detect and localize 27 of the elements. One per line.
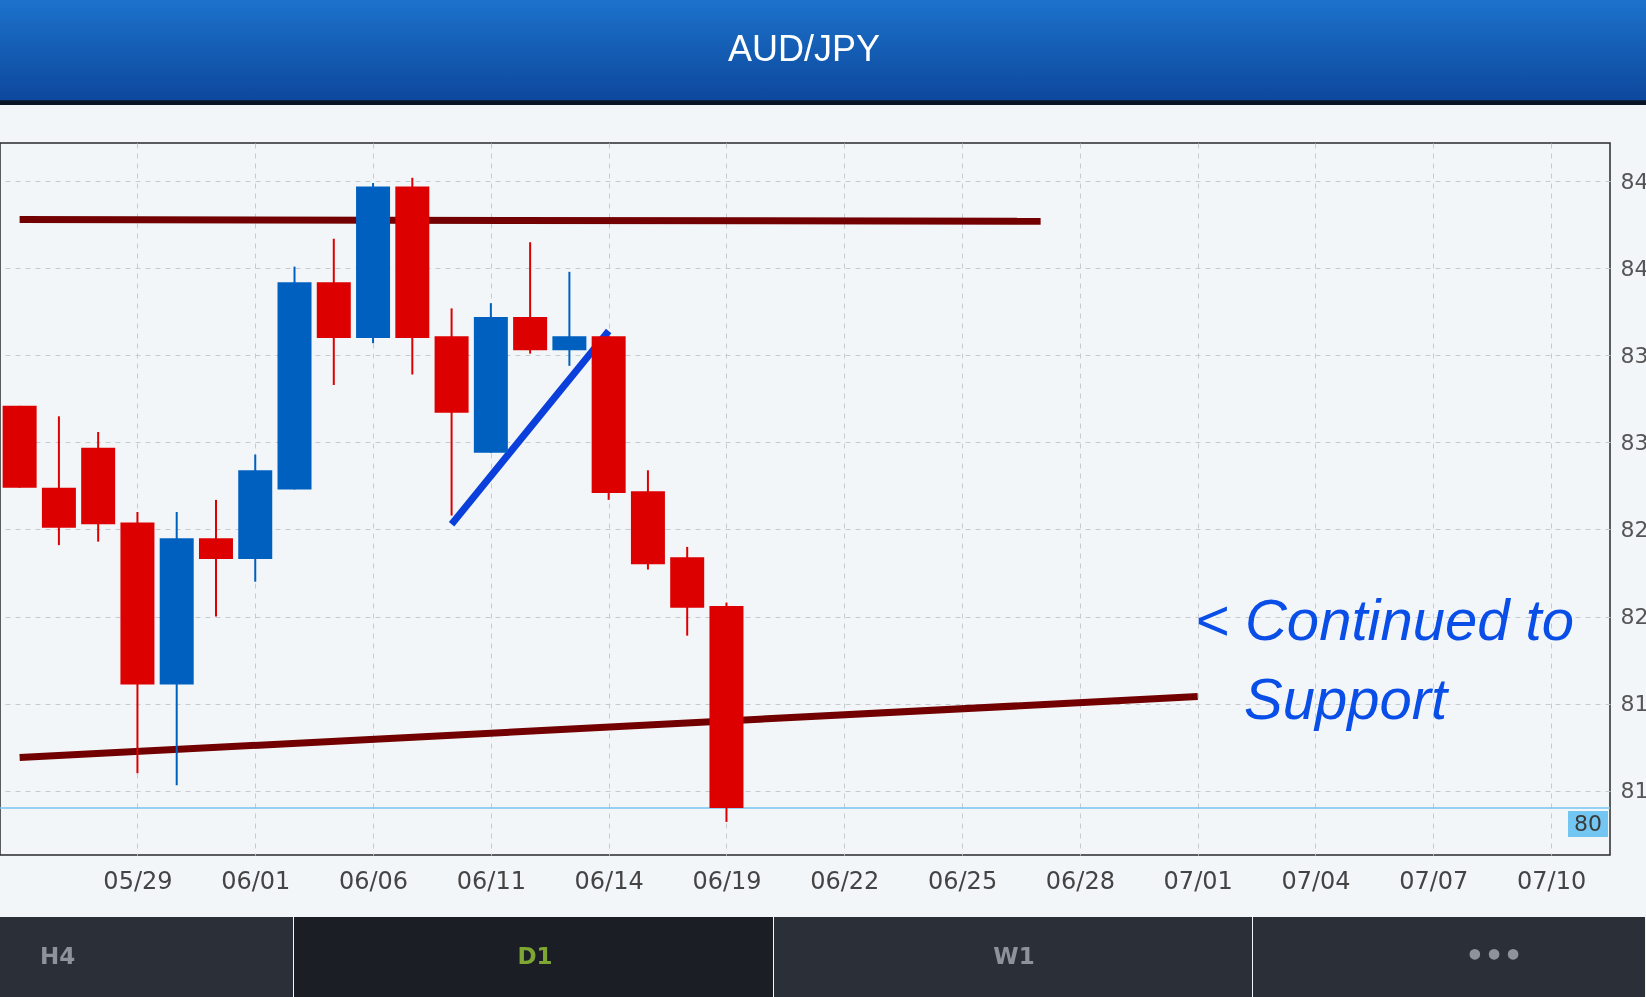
x-tick-label: 05/29 — [103, 866, 173, 895]
y-tick-label: 83 — [1620, 342, 1646, 368]
y-tick-label: 82 — [1620, 516, 1646, 542]
x-tick-label: 07/01 — [1163, 866, 1233, 895]
x-tick-label: 06/25 — [927, 866, 998, 895]
x-tick-label: 07/04 — [1281, 866, 1351, 895]
annotation: < Continued to Support — [1195, 587, 1574, 731]
text: H4 — [40, 943, 76, 969]
text: D1 — [517, 943, 553, 969]
x-tick-label: 06/01 — [221, 866, 291, 895]
x-tick-label: 06/28 — [1045, 866, 1115, 895]
x-tick-label: 06/22 — [810, 866, 880, 895]
x-tick-label: 07/07 — [1399, 866, 1469, 895]
chart-title: AUD/JPY — [727, 28, 881, 69]
text: ••• — [1465, 938, 1523, 973]
x-tick-label: 06/06 — [338, 866, 409, 895]
y-tick-label: 82 — [1620, 604, 1646, 630]
x-tick-label: 06/14 — [574, 866, 644, 895]
y-tick-label: 81 — [1620, 778, 1646, 804]
candlestick — [552, 270, 587, 367]
annotation: 80 — [1574, 811, 1602, 836]
x-tick-label: 06/19 — [692, 866, 762, 895]
y-tick-label: 81 — [1620, 691, 1646, 717]
y-tick-label: 83 — [1620, 429, 1646, 455]
x-tick-label: 06/11 — [456, 866, 526, 895]
x-tick-label: 07/10 — [1517, 866, 1587, 895]
text: W1 — [993, 943, 1035, 969]
